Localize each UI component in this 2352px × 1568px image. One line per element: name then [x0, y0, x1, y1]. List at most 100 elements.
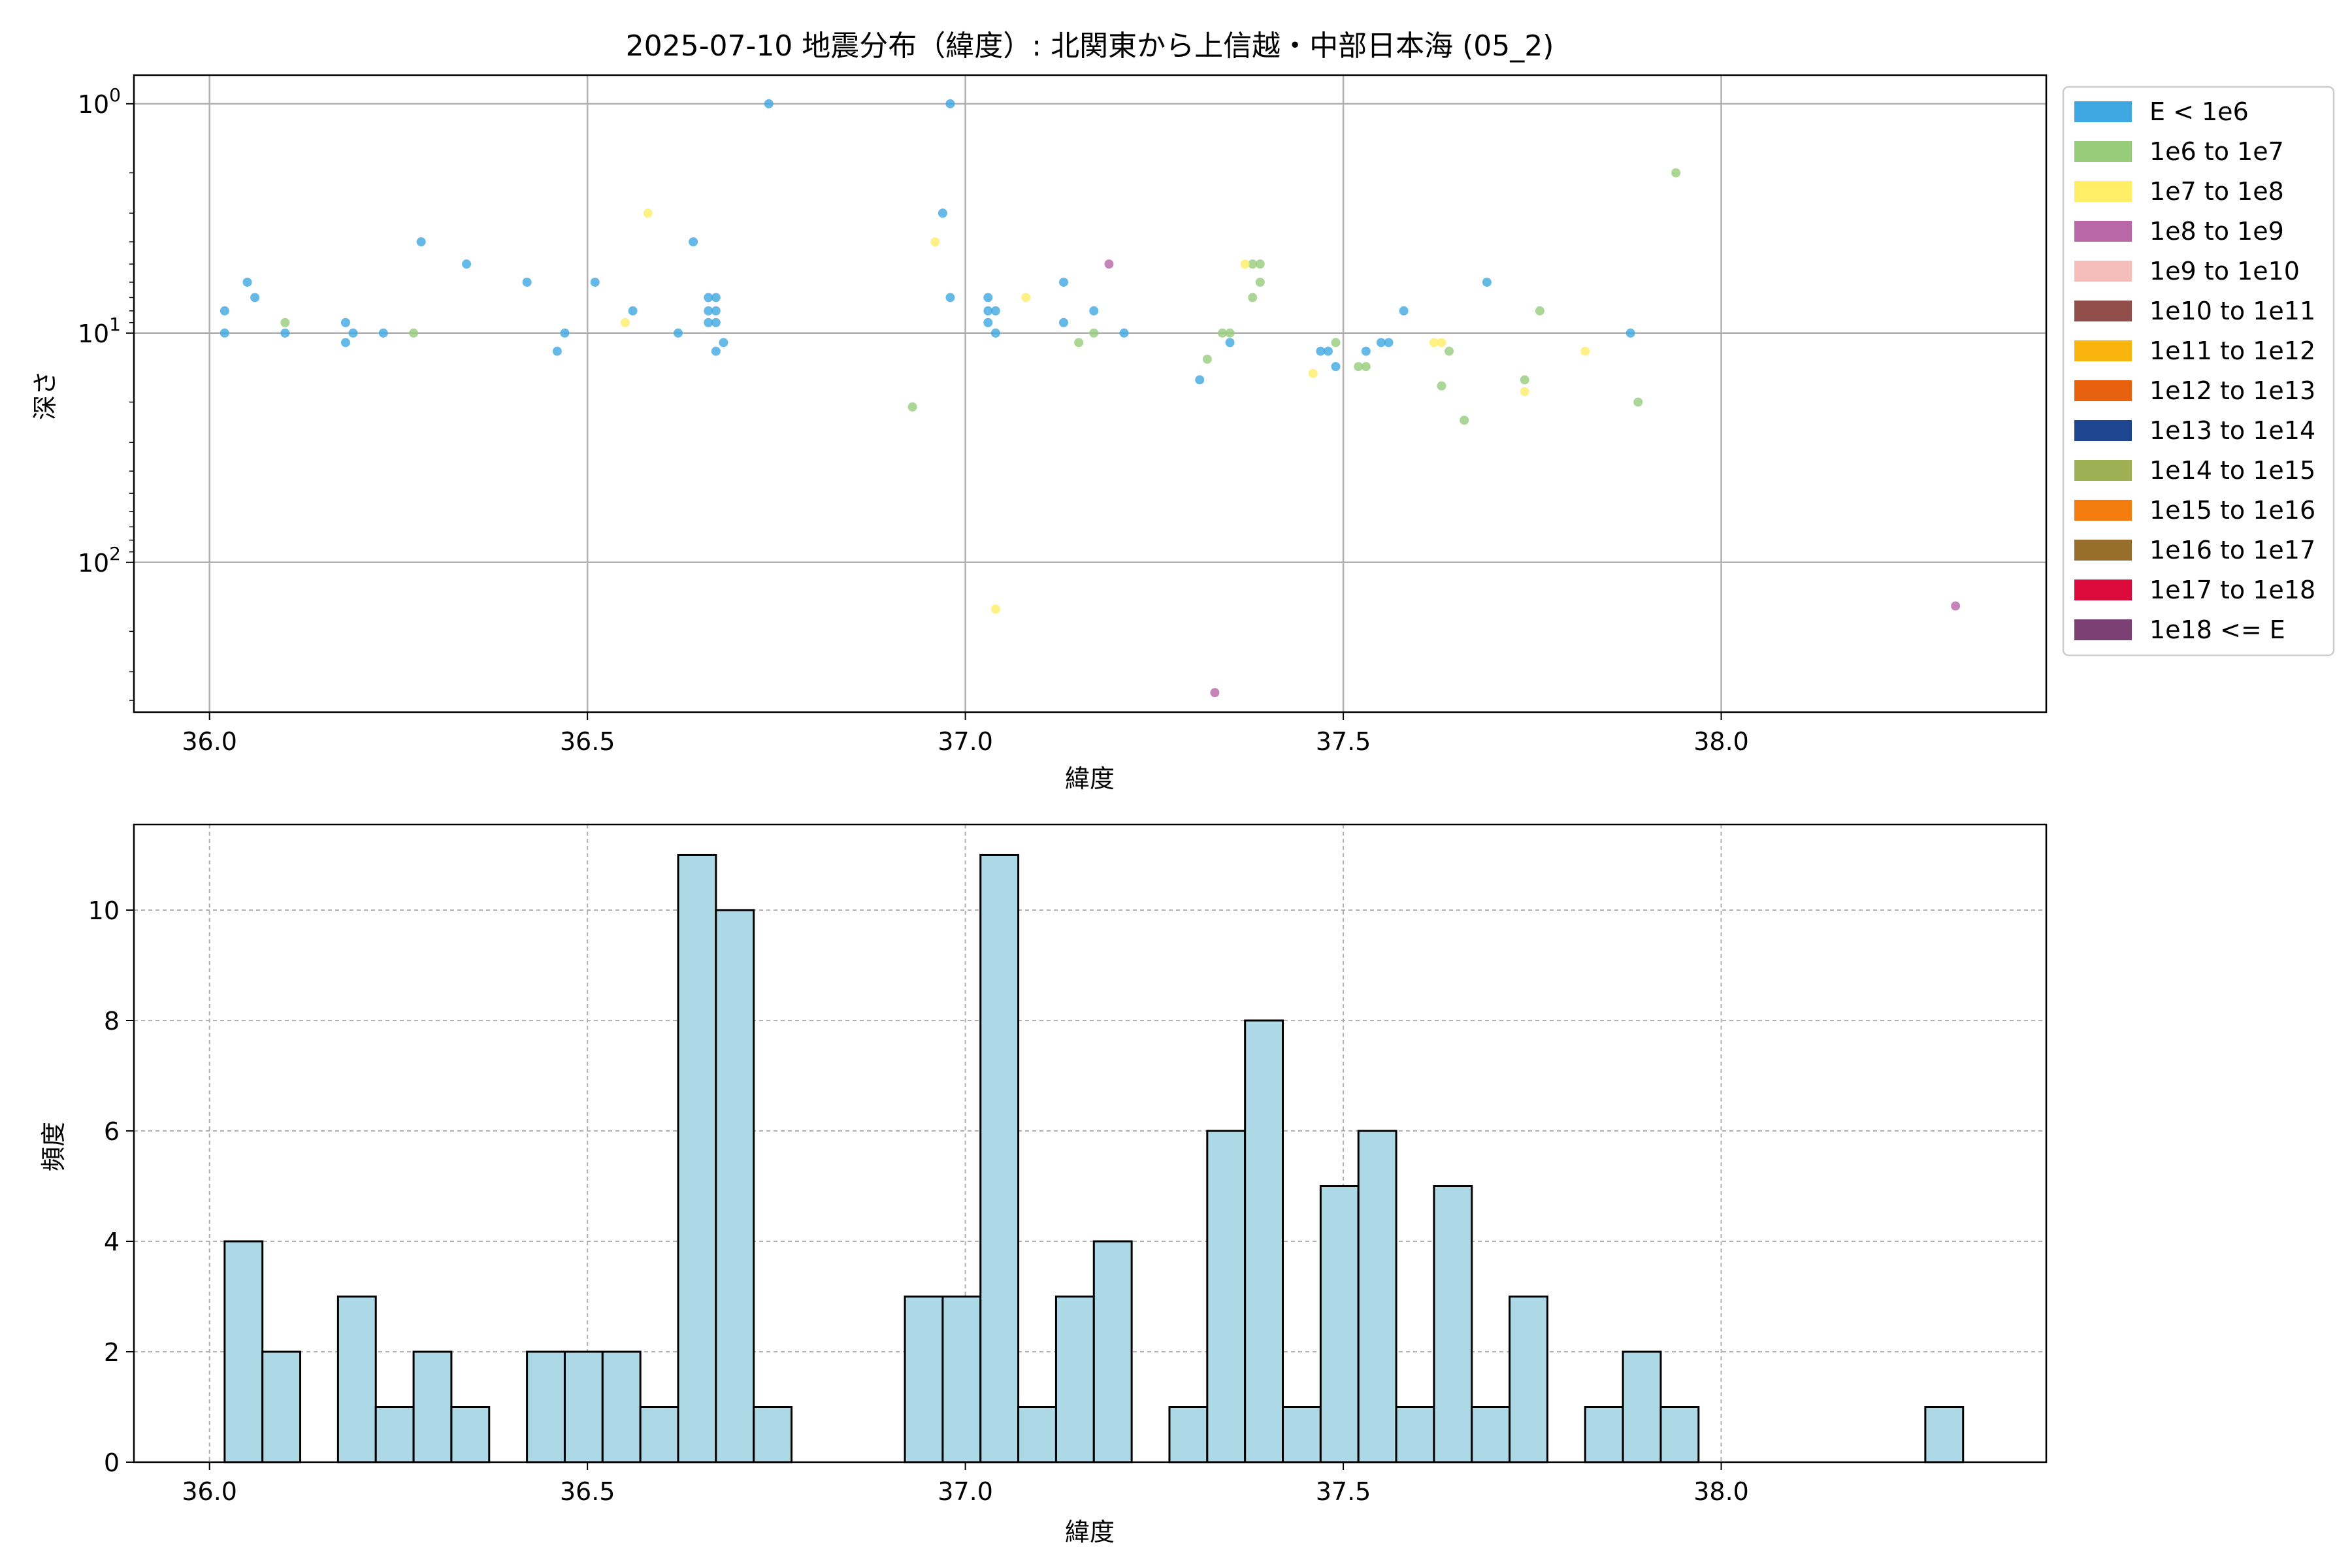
scatter-point	[1217, 328, 1227, 338]
scatter-point	[1248, 293, 1258, 302]
scatter-point	[1671, 168, 1681, 178]
scatter-point	[689, 237, 698, 247]
scatter-point	[1104, 259, 1114, 269]
legend-swatch	[2074, 540, 2132, 561]
histogram-bar	[1092, 1240, 1133, 1463]
histogram-y-tick-label: 4	[104, 1228, 120, 1256]
legend-swatch	[2074, 619, 2132, 640]
scatter-point	[340, 338, 350, 348]
scatter-point	[522, 277, 532, 287]
histogram-bar	[336, 1295, 377, 1463]
scatter-point	[1520, 375, 1529, 385]
scatter-point	[1323, 346, 1333, 356]
scatter-point	[1255, 259, 1265, 269]
histogram-bar	[1584, 1405, 1624, 1463]
legend-swatch	[2074, 181, 2132, 202]
scatter-point	[990, 306, 1000, 316]
scatter-point	[416, 237, 426, 247]
histogram-bar	[1357, 1130, 1397, 1463]
scatter-point	[983, 318, 993, 327]
scatter-point	[1482, 277, 1492, 287]
legend-label: 1e18 <= E	[2149, 615, 2285, 644]
scatter-point	[1384, 338, 1394, 348]
histogram-x-tick-label: 38.0	[1693, 1477, 1749, 1506]
scatter-y-tick-exponent: 0	[109, 84, 121, 106]
histogram-x-ticks: 36.0 36.5 37.0 37.5 38.0	[182, 1462, 1749, 1506]
scatter-point	[378, 328, 388, 338]
histogram-x-tick-label: 36.5	[560, 1477, 615, 1506]
histogram-bar	[374, 1405, 415, 1463]
histogram-bar	[563, 1350, 604, 1463]
scatter-point	[1202, 354, 1212, 364]
scatter-point	[704, 306, 713, 316]
histogram-bar	[904, 1295, 944, 1463]
histogram-bar	[1659, 1405, 1700, 1463]
scatter-point	[983, 293, 993, 302]
scatter-point	[704, 293, 713, 302]
scatter-x-ticks: 36.0 36.5 37.0 37.5 38.0	[182, 712, 1749, 756]
scatter-point	[1195, 375, 1205, 385]
scatter-x-tick-label: 36.5	[560, 727, 615, 756]
legend-label: E < 1e6	[2149, 97, 2249, 126]
scatter-point	[1535, 306, 1544, 316]
histogram-x-tick-label: 36.0	[182, 1477, 237, 1506]
histogram-x-tick-label: 37.0	[938, 1477, 993, 1506]
histogram-x-tick-label: 37.5	[1316, 1477, 1371, 1506]
scatter-point	[552, 346, 562, 356]
legend-label: 1e6 to 1e7	[2149, 137, 2284, 166]
legend-label: 1e15 to 1e16	[2149, 496, 2315, 525]
scatter-point	[930, 237, 940, 247]
scatter-point	[711, 293, 721, 302]
histogram-y-tick-label: 0	[104, 1448, 120, 1477]
scatter-point	[1633, 397, 1643, 407]
scatter-point	[220, 306, 229, 316]
legend-swatch	[2074, 380, 2132, 401]
histogram-bar	[1433, 1184, 1473, 1463]
histogram-bar	[1319, 1184, 1360, 1463]
legend-swatch	[2074, 460, 2132, 481]
legend-swatch	[2074, 141, 2132, 162]
scatter-point	[1354, 362, 1364, 372]
scatter-point	[1361, 362, 1371, 372]
legend-frame	[2062, 86, 2335, 657]
scatter-point	[462, 259, 472, 269]
histogram-bar	[1017, 1405, 1057, 1463]
scatter-point	[1376, 338, 1386, 348]
legend-label: 1e17 to 1e18	[2149, 576, 2315, 604]
scatter-point	[1331, 338, 1341, 348]
histogram-bar	[1206, 1130, 1247, 1463]
scatter-point	[1331, 362, 1341, 372]
histogram-bar	[677, 853, 717, 1463]
scatter-point	[409, 328, 419, 338]
legend-label: 1e14 to 1e15	[2149, 456, 2315, 485]
histogram-bar	[526, 1350, 566, 1463]
scatter-point	[711, 346, 721, 356]
scatter-point	[764, 99, 774, 108]
histogram-y-tick-label: 8	[104, 1007, 120, 1036]
scatter-point	[990, 328, 1000, 338]
scatter-point	[945, 99, 955, 108]
legend-swatch	[2074, 580, 2132, 600]
scatter-point	[1074, 338, 1084, 348]
scatter-point	[628, 306, 638, 316]
scatter-x-tick-label: 38.0	[1693, 727, 1749, 756]
scatter-point	[1437, 381, 1446, 391]
histogram-axes-frame	[133, 823, 2048, 1463]
scatter-point	[560, 328, 570, 338]
histogram-y-ticks: 0 2 4 6 8 10	[88, 896, 134, 1477]
scatter-y-tick-base: 10	[78, 90, 109, 119]
legend-swatch	[2074, 101, 2132, 122]
histogram-y-tick-label: 6	[104, 1117, 120, 1146]
legend-label: 1e16 to 1e17	[2149, 536, 2315, 564]
histogram-bar	[1054, 1295, 1095, 1463]
legend-label: 1e11 to 1e12	[2149, 336, 2315, 365]
scatter-point	[983, 306, 993, 316]
scatter-point	[711, 306, 721, 316]
scatter-title: 2025-07-10 地震分布（緯度）: 北関東から上信越・中部日本海 (05_…	[626, 29, 1554, 63]
histogram-bar	[261, 1350, 302, 1463]
scatter-point	[990, 604, 1000, 614]
histogram-bar	[223, 1240, 264, 1463]
scatter-y-tick-label: 102	[78, 543, 121, 578]
legend-label: 1e13 to 1e14	[2149, 416, 2315, 445]
